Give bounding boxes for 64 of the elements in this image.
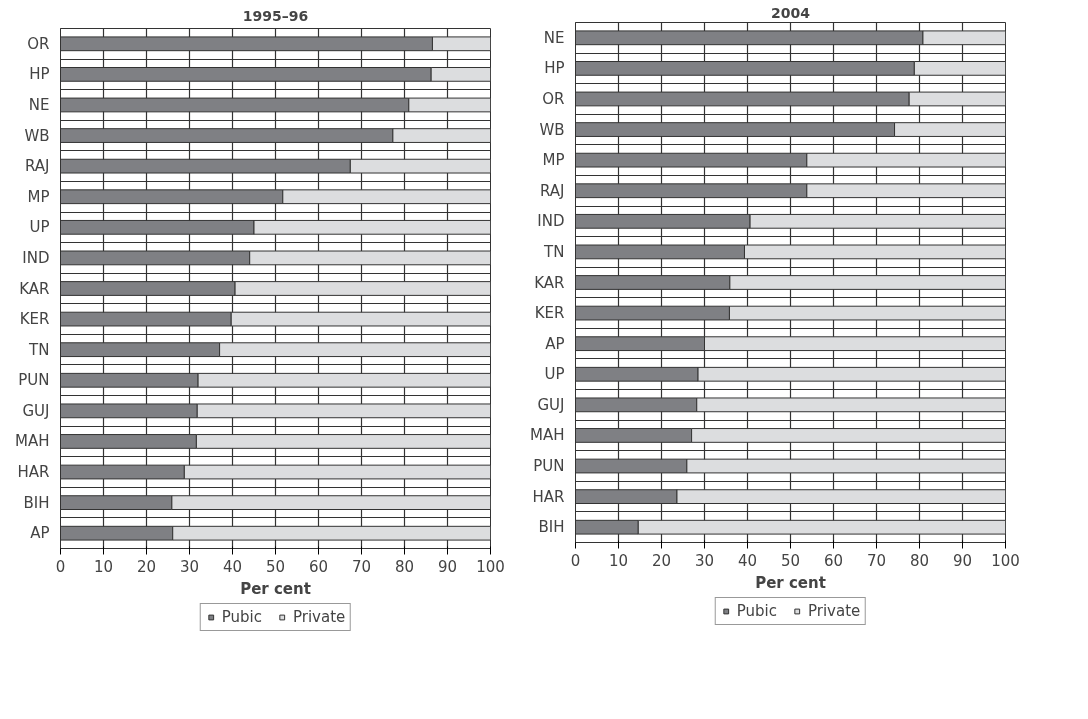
x-tick-label: 80	[909, 551, 930, 570]
y-tick-label: PUN	[18, 371, 50, 390]
y-tick-label: AP	[30, 524, 50, 543]
y-tick-label: HAR	[17, 463, 50, 482]
x-tick-label: 50	[265, 557, 286, 576]
y-tick-label: RAJ	[25, 157, 50, 176]
y-tick-label: AP	[545, 334, 565, 353]
x-tick-label: 90	[952, 551, 973, 570]
legend-label: Private	[292, 608, 346, 626]
x-tick-label: 30	[694, 551, 715, 570]
chart-title: 2004	[771, 4, 811, 21]
x-tick-label: 10	[93, 557, 114, 576]
y-tick-label: GUJ	[22, 401, 50, 420]
y-tick-label: NE	[28, 95, 50, 114]
x-tick-label: 20	[136, 557, 157, 576]
y-tick-label: PUN	[533, 457, 565, 476]
y-tick-label: KAR	[534, 273, 565, 292]
y-tick-label: IND	[22, 248, 50, 267]
y-tick-label: MP	[542, 151, 565, 170]
x-tick-label: 70	[351, 557, 372, 576]
y-tick-label: MP	[27, 187, 50, 206]
x-axis-title: Per cent	[755, 573, 826, 592]
y-tick-label: GUJ	[537, 395, 565, 414]
x-tick-label: 50	[780, 551, 801, 570]
y-tick-label: TN	[543, 242, 565, 261]
y-tick-label: KAR	[19, 279, 50, 298]
x-tick-label: 0	[570, 551, 581, 570]
y-tick-label: KER	[19, 310, 50, 329]
x-tick-label: 100	[476, 557, 505, 576]
legend-label: Private	[807, 602, 861, 620]
legend-label: Pubic	[736, 602, 777, 620]
x-tick-label: 10	[608, 551, 629, 570]
legend-label: Pubic	[221, 608, 262, 626]
x-tick-label: 20	[651, 551, 672, 570]
x-tick-label: 30	[179, 557, 200, 576]
x-tick-label: 40	[222, 557, 243, 576]
y-tick-label: HAR	[532, 487, 565, 506]
x-axis-title: Per cent	[240, 579, 311, 598]
y-tick-label: RAJ	[540, 181, 565, 200]
x-tick-label: 0	[55, 557, 66, 576]
y-tick-label: IND	[537, 212, 565, 231]
x-tick-label: 90	[437, 557, 458, 576]
x-tick-label: 100	[991, 551, 1020, 570]
y-tick-label: OR	[542, 89, 565, 108]
y-tick-label: UP	[544, 365, 565, 384]
y-tick-label: OR	[27, 34, 50, 53]
y-tick-label: TN	[28, 340, 50, 359]
y-tick-label: HP	[29, 65, 50, 84]
x-tick-label: 60	[823, 551, 844, 570]
y-tick-label: MAH	[530, 426, 565, 445]
y-tick-label: HP	[544, 59, 565, 78]
chart-title: 1995–96	[242, 7, 309, 24]
y-tick-label: UP	[29, 218, 50, 237]
y-tick-label: BIH	[23, 493, 50, 512]
x-tick-label: 80	[394, 557, 415, 576]
x-tick-label: 70	[866, 551, 887, 570]
y-tick-label: MAH	[15, 432, 50, 451]
y-tick-label: WB	[539, 120, 565, 139]
y-tick-label: NE	[543, 28, 565, 47]
x-tick-label: 40	[737, 551, 758, 570]
y-tick-label: KER	[534, 304, 565, 323]
y-tick-label: BIH	[538, 518, 565, 537]
y-tick-label: WB	[24, 126, 50, 145]
x-tick-label: 60	[308, 557, 329, 576]
